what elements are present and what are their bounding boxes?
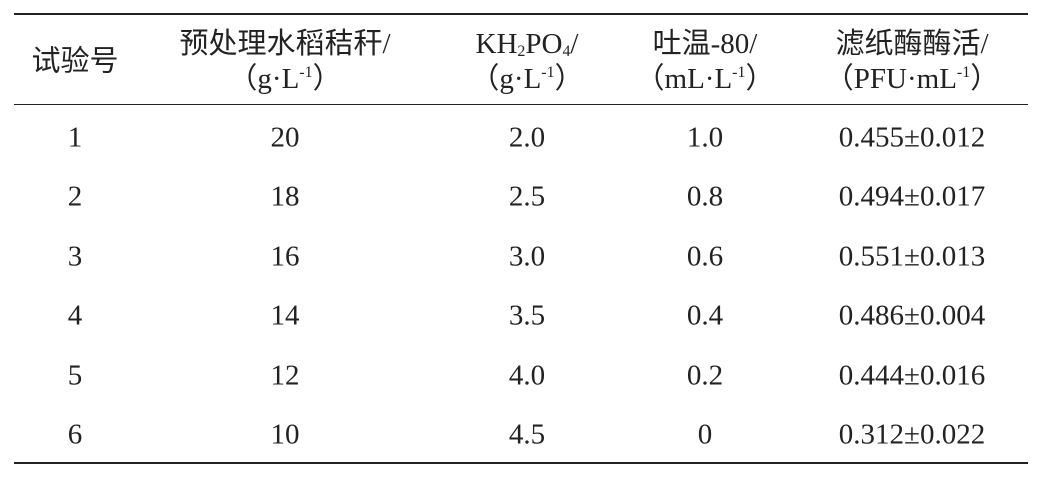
- header-line: 滤纸酶酶活/: [825, 27, 999, 62]
- header-text: （mL·L: [635, 63, 733, 95]
- table-cell: 5: [67, 359, 83, 392]
- table-cell: 20: [270, 121, 300, 154]
- header-text: 4: [562, 43, 571, 61]
- header-text: -1: [732, 63, 746, 81]
- header-text: -1: [956, 63, 971, 81]
- header-text: （PFU·mL: [824, 63, 957, 95]
- table-cell: 3: [67, 240, 83, 273]
- bottom-rule: [14, 462, 1028, 464]
- table-cell: 0.551±0.013: [838, 240, 986, 273]
- table-cell: 0.2: [686, 359, 724, 392]
- header-text: -1: [541, 63, 555, 81]
- header-line: （g·L-1）: [470, 62, 583, 97]
- header-line: 试验号: [31, 45, 118, 80]
- table-cell: 0.494±0.017: [838, 180, 986, 213]
- header-text: /: [570, 28, 579, 60]
- table-cell: 0.455±0.012: [838, 121, 986, 154]
- header-text: ）: [554, 63, 584, 95]
- header-rule: [14, 104, 1028, 105]
- header-text: ）: [970, 63, 1000, 95]
- header-line: 吐温-80/: [636, 27, 775, 62]
- header-text: KH: [475, 28, 518, 60]
- header-text: 滤纸酶酶活/: [835, 28, 989, 60]
- table-cell: 2.5: [508, 180, 546, 213]
- header-text: 试验号: [31, 45, 119, 78]
- header-text: 吐温-80/: [652, 28, 758, 60]
- table-cell: 0.4: [686, 299, 724, 332]
- table-cell: 0.444±0.016: [838, 359, 986, 392]
- header-text: 预处理水稻秸秆/: [179, 28, 391, 60]
- table-cell: 1.0: [686, 121, 724, 154]
- header-line: KH2PO4/: [470, 27, 583, 62]
- table-cell: 1: [67, 121, 83, 154]
- table-cell: 4: [67, 299, 83, 332]
- header-cell: 预处理水稻秸秆/（g·L-1）: [179, 27, 390, 97]
- header-text: ）: [312, 63, 342, 95]
- table-cell: 10: [270, 418, 300, 451]
- table-cell: 2: [67, 180, 83, 213]
- table-cell: 3.5: [508, 299, 546, 332]
- table-cell: 18: [270, 180, 300, 213]
- table-cell: 3.0: [508, 240, 546, 273]
- table-cell: 14: [270, 299, 300, 332]
- header-line: （g·L-1）: [179, 62, 390, 97]
- table-cell: 16: [270, 240, 300, 273]
- header-text: PO: [525, 28, 563, 60]
- header-cell: 滤纸酶酶活/（PFU·mL-1）: [825, 27, 999, 97]
- table-cell: 0.486±0.004: [838, 299, 986, 332]
- header-line: （PFU·mL-1）: [825, 62, 999, 97]
- header-text: -1: [299, 63, 313, 81]
- table-cell: 12: [270, 359, 300, 392]
- header-text: 2: [517, 43, 526, 61]
- table-cell: 0.8: [686, 180, 724, 213]
- header-cell: 吐温-80/（mL·L-1）: [636, 27, 775, 97]
- header-text: （g·L: [470, 63, 542, 95]
- table-cell: 0.312±0.022: [838, 418, 986, 451]
- header-text: （g·L: [228, 63, 300, 95]
- header-cell: 试验号: [31, 45, 118, 80]
- table-cell: 6: [67, 418, 83, 451]
- header-line: 预处理水稻秸秆/: [179, 27, 390, 62]
- table-cell: 0.6: [686, 240, 724, 273]
- table-cell: 0: [697, 418, 713, 451]
- header-text: ）: [745, 63, 775, 95]
- header-line: （mL·L-1）: [636, 62, 775, 97]
- top-rule: [14, 13, 1028, 15]
- table-cell: 4.5: [508, 418, 546, 451]
- table-cell: 2.0: [508, 121, 546, 154]
- header-cell: KH2PO4/（g·L-1）: [470, 27, 583, 97]
- table-cell: 4.0: [508, 359, 546, 392]
